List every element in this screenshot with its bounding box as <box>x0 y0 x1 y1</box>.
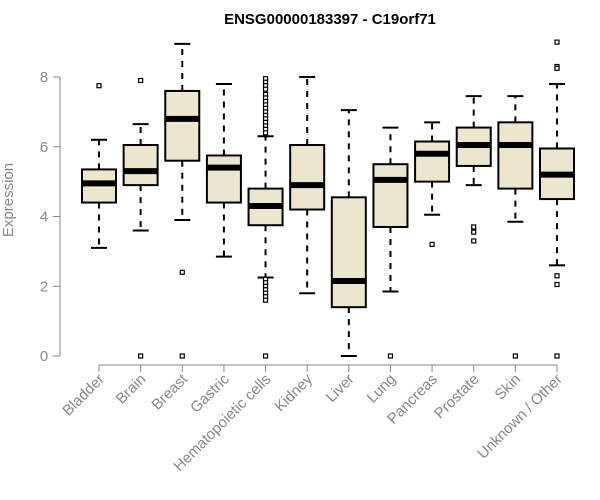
y-axis: 0 2 4 6 8 <box>40 69 61 365</box>
box-gastric <box>205 82 242 258</box>
outlier-point <box>387 353 394 359</box>
outlier-point <box>262 353 269 359</box>
box-kidney <box>289 76 326 295</box>
outlier-point <box>262 130 269 136</box>
chart-title: ENSG00000183397 - C19orf71 <box>224 11 436 28</box>
outlier-point <box>429 241 435 247</box>
outlier-point <box>262 297 269 303</box>
y-tick-label-4: 4 <box>40 209 48 226</box>
box-hematopoietic-cells <box>247 76 284 359</box>
outlier-point <box>471 238 477 244</box>
y-tick-label-6: 6 <box>40 139 48 156</box>
y-tick-label-8: 8 <box>40 69 48 86</box>
outlier-point <box>554 273 560 279</box>
outlier-point <box>554 65 560 71</box>
iqr-box <box>289 144 326 211</box>
outlier-point <box>179 353 185 359</box>
y-axis-label: Expression <box>0 163 17 237</box>
box-unknown-other <box>539 39 575 359</box>
box-brain <box>122 77 159 359</box>
outlier-point <box>138 353 144 359</box>
box-prostate <box>455 95 492 244</box>
iqr-box <box>164 89 201 162</box>
box-breast <box>164 42 201 359</box>
iqr-box <box>497 121 534 190</box>
outlier-point <box>471 224 477 230</box>
outlier-point <box>262 86 269 92</box>
box-liver <box>330 109 367 357</box>
x-tick-label: Skin <box>492 371 525 404</box>
x-tick-label: Lung <box>364 371 400 407</box>
outlier-point <box>554 353 560 359</box>
iqr-box <box>205 154 242 204</box>
outlier-point <box>138 77 144 84</box>
iqr-box <box>372 163 409 228</box>
outlier-point <box>96 83 102 89</box>
x-tick-label: Prostate <box>431 371 483 423</box>
box-bladder <box>81 83 117 249</box>
iqr-box <box>122 144 159 187</box>
outlier-point <box>554 39 560 45</box>
x-tick-label: Liver <box>323 371 358 406</box>
iqr-box <box>414 140 451 183</box>
outlier-point <box>512 353 518 359</box>
box-lung <box>372 126 409 359</box>
x-tick-label: Bladder <box>59 371 108 420</box>
box-skin <box>497 95 534 359</box>
y-tick-label-2: 2 <box>40 278 48 295</box>
outlier-point <box>179 269 185 275</box>
x-tick-label: Kidney <box>272 370 317 415</box>
y-tick-label-0: 0 <box>40 348 48 365</box>
x-tick-label: Brain <box>113 371 150 408</box>
boxes-group <box>81 39 575 359</box>
x-tick-label: Breast <box>148 370 191 413</box>
box-pancreas <box>414 121 451 247</box>
outlier-point <box>554 281 560 288</box>
outlier-point <box>471 229 477 235</box>
iqr-box <box>330 196 367 309</box>
